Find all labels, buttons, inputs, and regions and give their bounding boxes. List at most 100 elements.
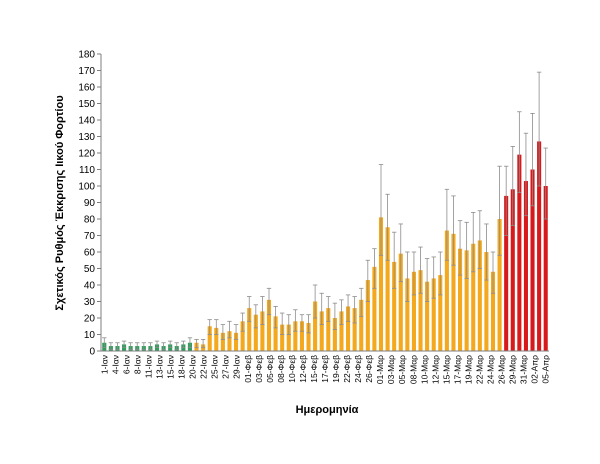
bar xyxy=(313,301,318,351)
bar xyxy=(326,308,331,351)
bar xyxy=(510,189,515,351)
bar xyxy=(543,186,548,351)
bar xyxy=(227,331,232,351)
x-tick-label: 10-Φεβ xyxy=(287,355,297,383)
bars xyxy=(102,141,548,351)
bar xyxy=(372,266,377,351)
y-axis: 0 10 20 30 40 50 60 70 80 90 100 110 120 130 140 150 160… xyxy=(78,50,102,358)
bar xyxy=(346,306,351,351)
x-axis-title: Ημερομηνία xyxy=(296,404,359,416)
bar xyxy=(484,252,489,351)
x-tick-label: 31-Μαρ xyxy=(519,355,529,384)
x-tick-label: 15-Ιαν xyxy=(166,355,176,379)
y-tick-label: 130 xyxy=(78,132,95,143)
bar xyxy=(418,270,423,351)
bar xyxy=(207,326,212,351)
x-tick-label: 1-Ιαν xyxy=(99,355,109,374)
x-tick-label: 26-Μαρ xyxy=(497,355,507,384)
bar xyxy=(378,217,384,351)
y-tick-label: 70 xyxy=(84,231,96,242)
bar xyxy=(517,154,522,351)
y-tick-label: 180 xyxy=(78,50,95,61)
bar xyxy=(398,253,403,351)
bar xyxy=(280,324,285,351)
bar xyxy=(490,271,496,351)
x-tick-label: 10-Μαρ xyxy=(419,355,429,384)
bar xyxy=(504,195,509,351)
x-axis: 1-Ιαν 4-Ιαν 6-Ιαν 8-Ιαν 11-Ιαν 13-Ιαν 15-Ιαν 18… xyxy=(99,350,551,384)
x-tick-label: 03-Μαρ xyxy=(386,355,396,384)
x-tick-label: 27-Ιαν xyxy=(221,355,231,379)
x-tick-label: 19-Μαρ xyxy=(463,355,473,384)
bar xyxy=(234,332,239,351)
x-tick-label: 08-Φεβ xyxy=(276,355,286,383)
bar xyxy=(359,299,364,351)
y-tick-label: 110 xyxy=(79,165,95,176)
x-tick-label: 08-Μαρ xyxy=(408,355,418,384)
x-tick-label: 05-Φεβ xyxy=(265,355,275,383)
bar xyxy=(471,243,476,351)
y-tick-label: 30 xyxy=(84,297,96,308)
x-tick-label: 01-Φεβ xyxy=(243,355,253,383)
x-tick-label: 4-Ιαν xyxy=(110,355,120,374)
bar xyxy=(365,280,370,351)
bar xyxy=(240,321,245,351)
bar xyxy=(477,240,482,351)
y-axis-title: Σχετικός Ρυθμός Έκκρισης Ιικού Φορτίου xyxy=(54,95,66,310)
bar xyxy=(352,308,357,351)
x-tick-label: 22-Μαρ xyxy=(474,355,484,384)
x-tick-label: 12-Φεβ xyxy=(298,355,308,383)
y-tick-label: 140 xyxy=(78,116,95,127)
x-tick-label: 17-Μαρ xyxy=(452,355,462,384)
x-tick-label: 15-Φεβ xyxy=(309,355,319,383)
x-tick-label: 6-Ιαν xyxy=(121,355,131,374)
x-tick-label: 22-Φεβ xyxy=(342,355,352,383)
bar xyxy=(339,311,344,351)
bar xyxy=(214,327,219,351)
x-tick-label: 18-Ιαν xyxy=(177,355,187,379)
bar xyxy=(247,308,252,351)
bar xyxy=(497,219,502,351)
x-tick-label: 26-Φεβ xyxy=(364,355,374,383)
bar xyxy=(306,322,311,351)
y-tick-label: 20 xyxy=(84,314,96,325)
x-tick-label: 02-Απρ xyxy=(530,355,540,384)
bar xyxy=(523,181,528,351)
bar xyxy=(293,321,298,351)
bar xyxy=(451,233,456,351)
x-tick-label: 29-Μαρ xyxy=(508,355,518,384)
y-tick-label: 60 xyxy=(84,248,96,259)
x-tick-label: 19-Φεβ xyxy=(331,355,341,383)
bar xyxy=(253,314,258,351)
y-tick-label: 10 xyxy=(84,330,96,341)
y-tick-label: 40 xyxy=(84,281,96,292)
bar xyxy=(260,311,265,351)
x-tick-label: 03-Φεβ xyxy=(254,355,264,383)
y-tick-label: 150 xyxy=(78,99,95,110)
bar xyxy=(299,321,304,351)
bar xyxy=(464,250,469,351)
x-tick-label: 20-Ιαν xyxy=(188,355,198,379)
bar xyxy=(458,248,463,351)
x-tick-label: 05-Απρ xyxy=(541,355,551,384)
y-tick-label: 90 xyxy=(84,198,96,209)
x-tick-label: 24-Μαρ xyxy=(486,355,496,384)
bar xyxy=(220,332,225,351)
x-tick-label: 12-Μαρ xyxy=(430,355,440,384)
bar xyxy=(392,261,397,351)
x-tick-label: 29-Ιαν xyxy=(232,355,242,379)
bar xyxy=(438,275,443,351)
bar xyxy=(266,299,272,351)
y-tick-label: 50 xyxy=(84,264,96,275)
y-tick-label: 120 xyxy=(78,149,95,160)
x-tick-label: 11-Ιαν xyxy=(143,355,153,378)
x-tick-label: 24-Φεβ xyxy=(353,355,363,383)
y-tick-label: 0 xyxy=(89,347,95,358)
y-tick-label: 100 xyxy=(78,182,95,193)
x-tick-label: 05-Μαρ xyxy=(397,355,407,384)
bar xyxy=(286,324,291,351)
y-tick-label: 160 xyxy=(78,83,95,94)
bar xyxy=(332,318,337,351)
